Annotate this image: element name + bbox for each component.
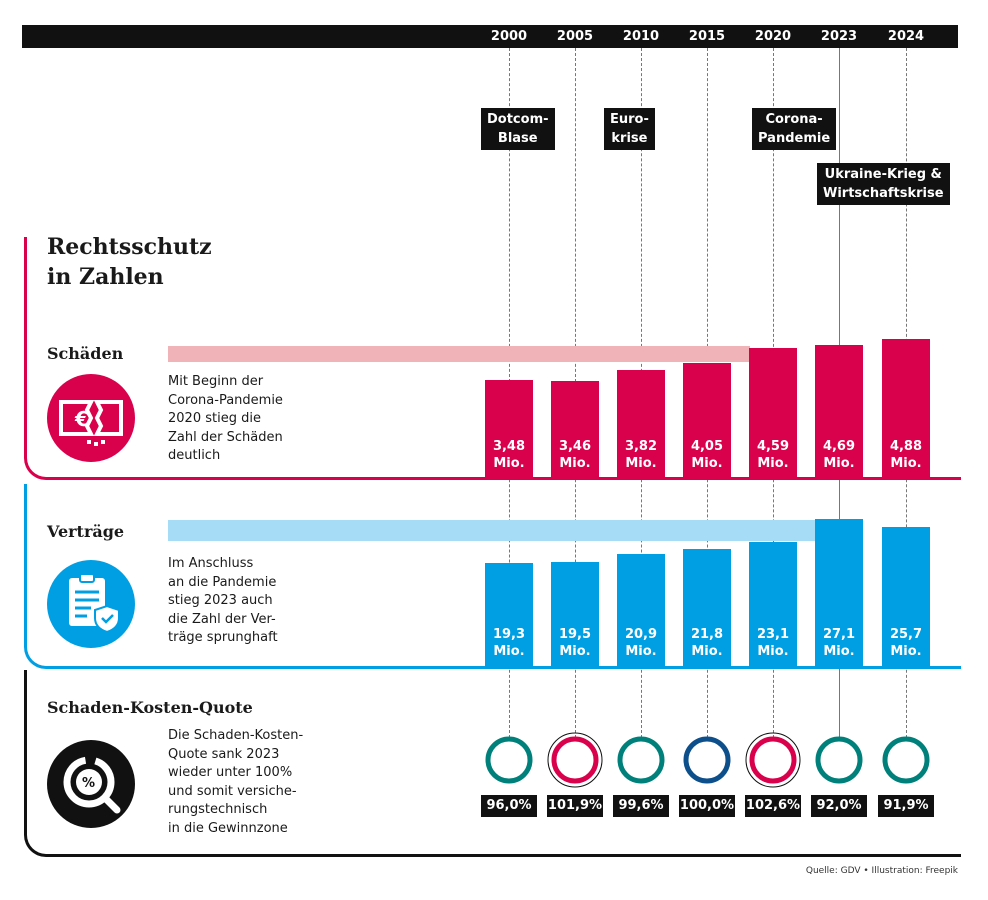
event-label-2000: Dotcom- Blase — [481, 108, 555, 150]
quote-ring-2010 — [617, 736, 665, 784]
bar-label: 27,1 Mio. — [822, 626, 856, 659]
bar-label: 3,82 Mio. — [624, 438, 658, 471]
bar-label: 21,8 Mio. — [690, 626, 724, 659]
event-label-2010: Euro- krise — [604, 108, 655, 150]
quote-ring-2024 — [882, 736, 930, 784]
event-label-2020: Corona- Pandemie — [752, 108, 837, 150]
euro-banknote-icon: € — [47, 374, 135, 462]
quote-label-2015: 100,0% — [679, 795, 735, 817]
bar-label: 4,59 Mio. — [756, 438, 790, 471]
year-label-2000: 2000 — [490, 29, 528, 44]
vertraege-bar-2010: 20,9 Mio. — [617, 554, 665, 666]
schaeden-bar-2010: 3,82 Mio. — [617, 370, 665, 478]
bar-label: 4,69 Mio. — [822, 438, 856, 471]
schaeden-band — [168, 346, 750, 362]
quote-label-2023: 92,0% — [811, 795, 867, 817]
schaeden-bar-2000: 3,48 Mio. — [485, 380, 533, 478]
vertraege-bar-2015: 21,8 Mio. — [683, 548, 731, 666]
vertraege-bar-2024: 25,7 Mio. — [882, 526, 930, 666]
quote-overflow-ring — [547, 732, 603, 788]
vertraege-bar-2020: 23,1 Mio. — [749, 541, 797, 666]
schaeden-bar-2015: 4,05 Mio. — [683, 363, 731, 478]
event-label-2023: Ukraine-Krieg & Wirtschaftskrise — [817, 163, 950, 205]
vertraege-text: Im Anschluss an die Pandemie stieg 2023 … — [168, 556, 278, 645]
quote-label-2024: 91,9% — [878, 795, 934, 817]
page-title: Rechtsschutz in Zahlen — [47, 234, 212, 290]
quote-ring-2005 — [551, 736, 599, 784]
bar-label: 4,88 Mio. — [889, 438, 923, 471]
bar-label: 4,05 Mio. — [690, 438, 724, 471]
year-header: 2000 2005 2010 2015 2020 2023 2024 — [22, 25, 958, 48]
year-label-2005: 2005 — [556, 29, 594, 44]
schaeden-frame — [24, 237, 961, 480]
year-label-2023: 2023 — [820, 29, 858, 44]
vertraege-bar-2023: 27,1 Mio. — [815, 519, 863, 666]
quote-title: Schaden-Kosten-Quote — [47, 698, 253, 717]
year-label-2010: 2010 — [622, 29, 660, 44]
bar-label: 19,3 Mio. — [492, 626, 526, 659]
schaeden-bar-2023: 4,69 Mio. — [815, 344, 863, 478]
quote-ring-2015 — [683, 736, 731, 784]
quote-label-2010: 99,6% — [613, 795, 669, 817]
quote-text: Die Schaden-Kosten- Quote sank 2023 wied… — [168, 728, 304, 836]
svg-text:%: % — [82, 776, 95, 791]
vertraege-band — [168, 520, 818, 541]
bar-label: 19,5 Mio. — [558, 626, 592, 659]
quote-label-2020: 102,6% — [745, 795, 801, 817]
bar-label: 3,48 Mio. — [492, 438, 526, 471]
bar-label: 23,1 Mio. — [756, 626, 790, 659]
vertraege-title: Verträge — [47, 522, 125, 541]
schaeden-text: Mit Beginn der Corona-Pandemie 2020 stie… — [168, 374, 283, 463]
source-note: Quelle: GDV • Illustration: Freepik — [805, 866, 958, 876]
vertraege-bar-2000: 19,3 Mio. — [485, 563, 533, 666]
vertraege-frame — [24, 484, 961, 669]
schaeden-bar-2005: 3,46 Mio. — [551, 380, 599, 478]
bar-label: 20,9 Mio. — [624, 626, 658, 659]
quote-ring-2023 — [815, 736, 863, 784]
quote-label-2000: 96,0% — [481, 795, 537, 817]
year-label-2024: 2024 — [887, 29, 925, 44]
bar-label: 3,46 Mio. — [558, 438, 592, 471]
year-label-2015: 2015 — [688, 29, 726, 44]
year-label-2020: 2020 — [754, 29, 792, 44]
vertraege-bar-2005: 19,5 Mio. — [551, 561, 599, 666]
quote-frame — [24, 670, 961, 857]
percent-magnifier-icon: % — [47, 740, 135, 828]
quote-ring-2000 — [485, 736, 533, 784]
schaeden-bar-2024: 4,88 Mio. — [882, 339, 930, 478]
clipboard-shield-icon — [47, 560, 135, 648]
quote-overflow-ring — [745, 732, 801, 788]
bar-label: 25,7 Mio. — [889, 626, 923, 659]
svg-text:€: € — [74, 407, 89, 431]
schaeden-title: Schäden — [47, 344, 124, 363]
quote-label-2005: 101,9% — [547, 795, 603, 817]
schaeden-bar-2020: 4,59 Mio. — [749, 347, 797, 478]
quote-ring-2020 — [749, 736, 797, 784]
